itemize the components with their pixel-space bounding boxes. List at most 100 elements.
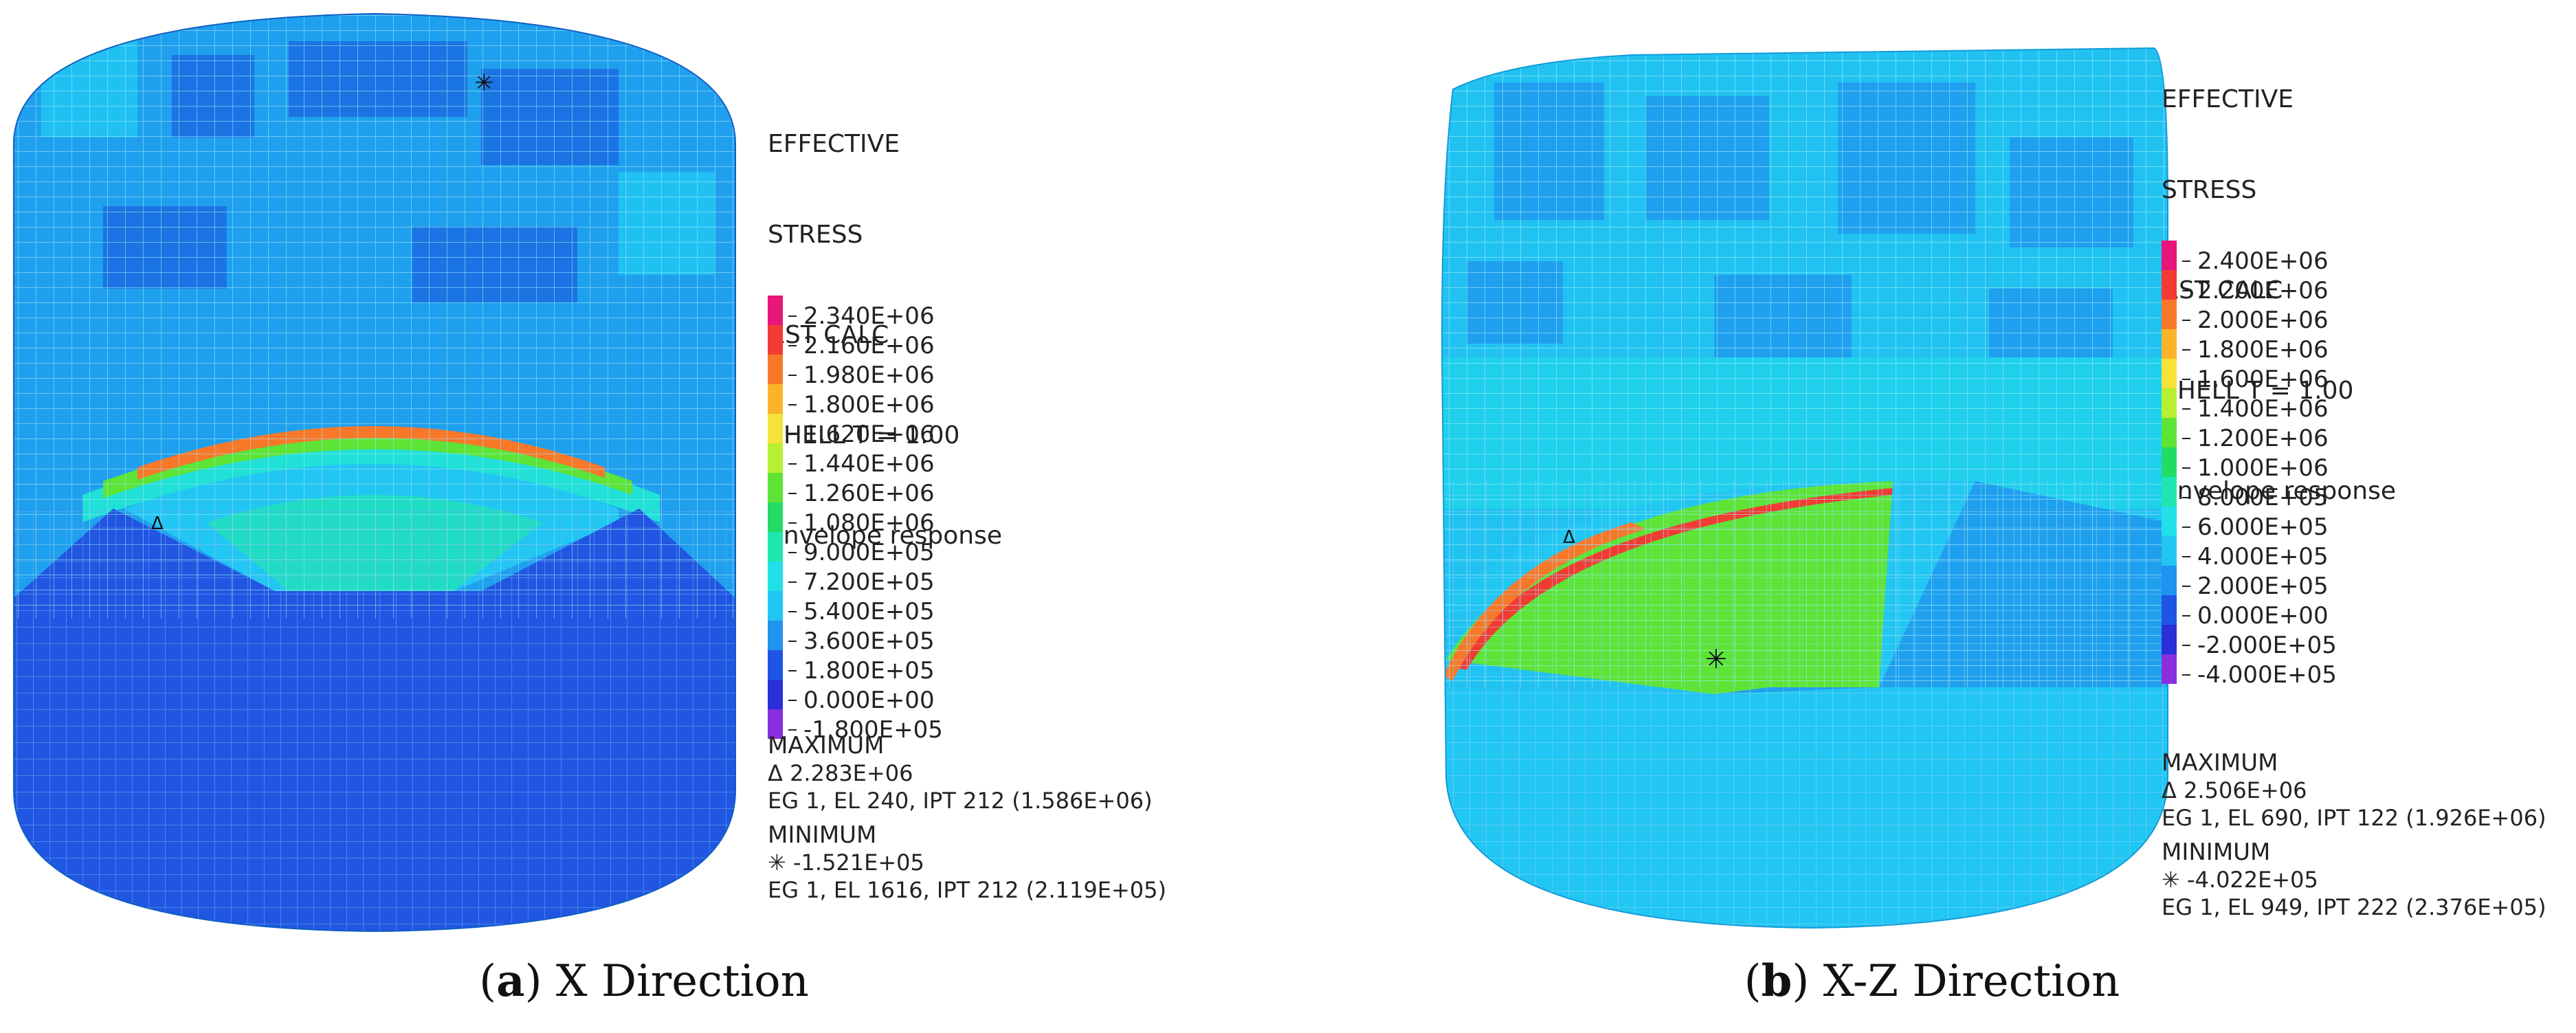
caption-text: X Direction [555, 956, 809, 1007]
maximum-label: MAXIMUM [2162, 749, 2278, 777]
minimum-value: -1.521E+05 [792, 849, 924, 876]
legend-response: Envelope response [2162, 477, 2396, 505]
tick-dash [788, 610, 797, 612]
color-bar-segment [2162, 300, 2177, 329]
tick-dash [788, 433, 797, 435]
tick-dash [788, 640, 797, 642]
tick-dash [2182, 408, 2190, 410]
tick-label: -2.000E+05 [2197, 631, 2337, 659]
color-bar-segment [768, 709, 783, 739]
color-bar-segment [768, 473, 783, 502]
tick-label: 2.400E+06 [2197, 247, 2329, 275]
tick-label: 1.260E+06 [803, 479, 935, 507]
color-bar-segment [2162, 477, 2177, 507]
tick-dash [788, 581, 797, 583]
tick-dash [788, 492, 797, 494]
tick-label: 1.200E+06 [2197, 424, 2329, 452]
color-bar-segment [2162, 507, 2177, 536]
tick-dash [2182, 644, 2190, 646]
caption-text: X-Z Direction [1823, 956, 2120, 1007]
maximum-label: MAXIMUM [768, 732, 885, 759]
maximum-value: 2.506E+06 [2184, 777, 2307, 803]
maximum-value-row: Δ 2.283E+06 [768, 759, 1166, 787]
tick-label: 5.400E+05 [803, 597, 935, 625]
tick-dash [2182, 496, 2190, 498]
tick-dash [788, 463, 797, 465]
tick-dash [2182, 260, 2190, 262]
legend-response: Envelope response [768, 522, 1002, 550]
color-bar-segment [2162, 418, 2177, 447]
tick-dash [2182, 378, 2190, 380]
legend-title-line2: STRESS [2162, 176, 2257, 204]
tick-dash [788, 522, 797, 524]
color-bar-segment [768, 680, 783, 709]
triangle-icon: Δ [2162, 777, 2177, 803]
caption-b: (b) X-Z Direction [1744, 955, 2120, 1007]
tick-dash [2182, 526, 2190, 528]
tick-label: 4.000E+05 [2197, 542, 2329, 570]
asterisk-icon: ✳ [768, 849, 786, 876]
tick-label: 3.600E+05 [803, 627, 935, 655]
legend-title-line1: EFFECTIVE [768, 130, 900, 158]
tick-label: 1.400E+06 [2197, 395, 2329, 423]
tick-dash [788, 344, 797, 346]
tick-dash [788, 315, 797, 317]
color-bar-segment [2162, 447, 2177, 477]
tick-dash [788, 374, 797, 376]
tick-dash [788, 403, 797, 406]
minimum-label: MINIMUM [2162, 838, 2271, 866]
tick-label: 1.600E+06 [2197, 365, 2329, 393]
min-marker-a: ✳ [474, 69, 494, 97]
tick-label: 2.200E+06 [2197, 276, 2329, 304]
color-bar-segment [2162, 270, 2177, 300]
color-bar-segment [768, 443, 783, 473]
tick-dash [2182, 674, 2190, 676]
tick-label: 1.440E+06 [803, 449, 935, 478]
tick-dash [2182, 348, 2190, 351]
tick-label: 7.200E+05 [803, 568, 935, 596]
triangle-icon: Δ [768, 760, 783, 786]
tick-label: 0.000E+00 [2197, 601, 2329, 630]
tick-dash [2182, 289, 2190, 291]
tick-label: 1.080E+06 [803, 509, 935, 537]
panel-a-x-direction: Δ ✳ EFFECTIVE STRESS RST CALC SHELL T = … [13, 12, 1166, 1007]
caption-a: (a) X Direction [479, 955, 809, 1007]
color-bar-segment [2162, 388, 2177, 418]
max-marker-b: Δ [1563, 527, 1575, 548]
color-bar-segment [2162, 536, 2177, 566]
color-bar-segment [2162, 654, 2177, 684]
color-bar-segment [768, 325, 783, 355]
maximum-detail: EG 1, EL 240, IPT 212 (1.586E+06) [768, 788, 1153, 814]
stress-contour-plot-a: Δ ✳ [13, 12, 736, 933]
color-bar-segment [768, 502, 783, 532]
maximum-detail: EG 1, EL 690, IPT 122 (1.926E+06) [2162, 805, 2546, 831]
tick-dash [2182, 614, 2190, 617]
color-bar [2162, 241, 2177, 684]
tick-dash [2182, 319, 2190, 321]
panel-b-xz-direction: Δ ✳ EFFECTIVE STRESS RST CALC SHELL T = … [1288, 0, 2576, 1033]
caption-letter: b [1761, 955, 1792, 1007]
tick-label: 2.000E+06 [2197, 306, 2329, 334]
tick-dash [2182, 555, 2190, 557]
color-bar-segment [768, 650, 783, 680]
tick-label: 1.800E+06 [2197, 335, 2329, 364]
tick-dash [788, 729, 797, 731]
minimum-detail: EG 1, EL 1616, IPT 212 (2.119E+05) [768, 877, 1166, 903]
color-bar-segment [2162, 566, 2177, 595]
max-marker-a: Δ [151, 513, 164, 534]
color-bar-segment [768, 562, 783, 591]
color-bar-segment [2162, 241, 2177, 270]
minimum-value-row: ✳ -4.022E+05 [2162, 866, 2546, 893]
color-bar [768, 296, 783, 739]
color-bar-segment [2162, 359, 2177, 388]
maximum-value-row: Δ 2.506E+06 [2162, 777, 2546, 804]
minimum-value-row: ✳ -1.521E+05 [768, 849, 1166, 876]
tick-label: -1.800E+05 [803, 715, 943, 744]
color-bar-segment [768, 355, 783, 384]
min-marker-b: ✳ [1705, 644, 1727, 674]
color-bar-segment [768, 414, 783, 443]
color-bar-segment [768, 591, 783, 621]
minimum-value: -4.022E+05 [2186, 867, 2318, 893]
tick-dash [788, 669, 797, 671]
caption-letter: a [496, 955, 525, 1007]
